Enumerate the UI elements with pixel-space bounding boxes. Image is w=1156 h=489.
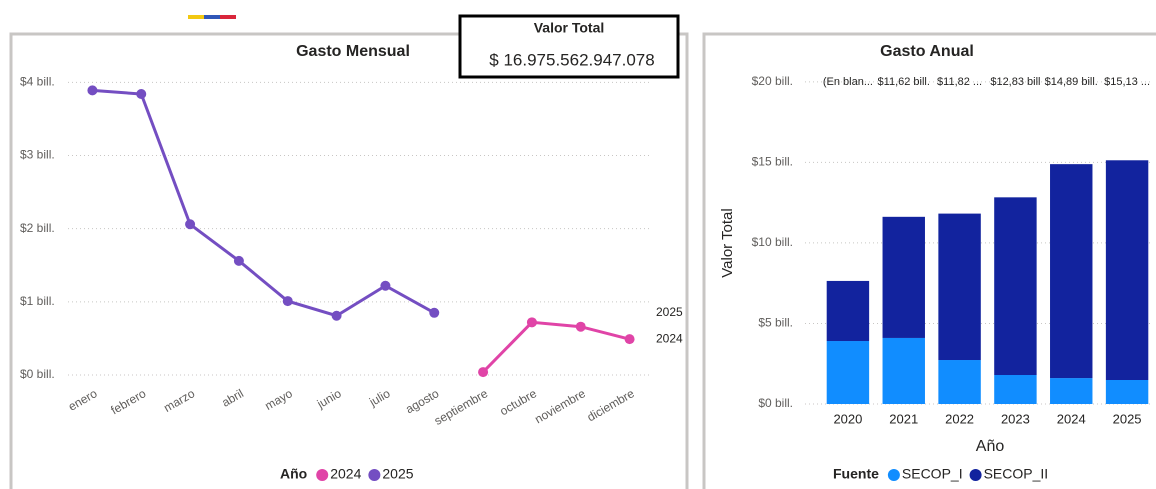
- series-end-label: 2025: [656, 305, 683, 319]
- bar: [1050, 378, 1093, 404]
- point: [282, 296, 293, 307]
- legend-entry: SECOP_I: [902, 466, 963, 482]
- y-tick-label: $15 bill.: [752, 155, 793, 169]
- y-tick-label: $10 bill.: [752, 235, 793, 249]
- legend-entry: SECOP_II: [984, 466, 1049, 482]
- chart-title: Gasto Anual: [880, 43, 974, 60]
- point: [331, 310, 342, 321]
- point: [233, 255, 244, 266]
- y-tick-label: $0 bill.: [20, 367, 55, 381]
- card: [458, 14, 680, 79]
- card-title: Valor Total: [534, 20, 605, 36]
- legend-swatch: [316, 469, 329, 481]
- y-tick-label: $2 bill.: [20, 221, 55, 235]
- bar: [1105, 379, 1149, 404]
- point: [380, 280, 391, 291]
- bar: [1050, 164, 1093, 379]
- y-tick-label: $3 bill.: [20, 148, 55, 162]
- point: [87, 85, 98, 96]
- x-tick-label: 2025: [1113, 411, 1142, 426]
- total-label: $11,62 bill.: [878, 76, 930, 88]
- y-tick-label: $4 bill.: [20, 74, 55, 88]
- bar: [882, 216, 925, 338]
- legend-swatch: [368, 469, 381, 481]
- total-label: $11,82 ...: [937, 76, 982, 88]
- bar: [882, 337, 925, 404]
- panel: [9, 32, 689, 489]
- y-tick-label: $5 bill.: [758, 316, 793, 330]
- bar: [826, 341, 870, 404]
- x-tick-label: 2022: [945, 411, 974, 426]
- point: [526, 317, 537, 328]
- logo-bar: [204, 15, 220, 19]
- x-tick-label: 2023: [1001, 411, 1030, 426]
- line: [92, 88, 435, 318]
- line: [482, 320, 630, 374]
- point: [185, 219, 196, 230]
- x-tick-label: 2024: [1057, 411, 1086, 426]
- bar: [1105, 160, 1149, 380]
- bar: [938, 213, 981, 361]
- legend-entry: 2025: [382, 466, 413, 482]
- legend-title: Año: [280, 466, 307, 482]
- total-label: $14,89 bill.: [1045, 76, 1098, 88]
- y-tick-label: $0 bill.: [758, 396, 793, 410]
- y-tick-label: $20 bill.: [752, 74, 793, 88]
- series-end-label: 2024: [656, 331, 683, 345]
- point: [624, 334, 635, 345]
- legend-title: Fuente: [833, 466, 879, 482]
- bar: [994, 197, 1037, 376]
- point: [575, 321, 586, 332]
- point: [429, 307, 440, 318]
- y-axis-label: Valor Total: [719, 208, 736, 278]
- bar: [826, 280, 870, 342]
- logo-bar: [188, 15, 204, 19]
- total-label: (En blan...: [823, 76, 873, 88]
- legend-entry: 2024: [330, 466, 361, 482]
- x-tick-label: 2021: [889, 411, 918, 426]
- total-label: $15,13 ...: [1104, 76, 1150, 88]
- bar: [938, 360, 981, 404]
- x-axis-label: Año: [976, 438, 1005, 455]
- legend-swatch: [969, 469, 982, 481]
- bar: [994, 375, 1037, 404]
- point: [478, 367, 489, 378]
- chart-title: Gasto Mensual: [296, 43, 410, 60]
- logo-bar: [220, 15, 236, 19]
- point: [136, 89, 147, 100]
- legend-swatch: [887, 469, 900, 481]
- y-tick-label: $1 bill.: [20, 294, 55, 308]
- card-value: $ 16.975.562.947.078: [489, 50, 654, 69]
- total-label: $12,83 bill: [990, 76, 1040, 88]
- x-tick-label: 2020: [833, 411, 862, 426]
